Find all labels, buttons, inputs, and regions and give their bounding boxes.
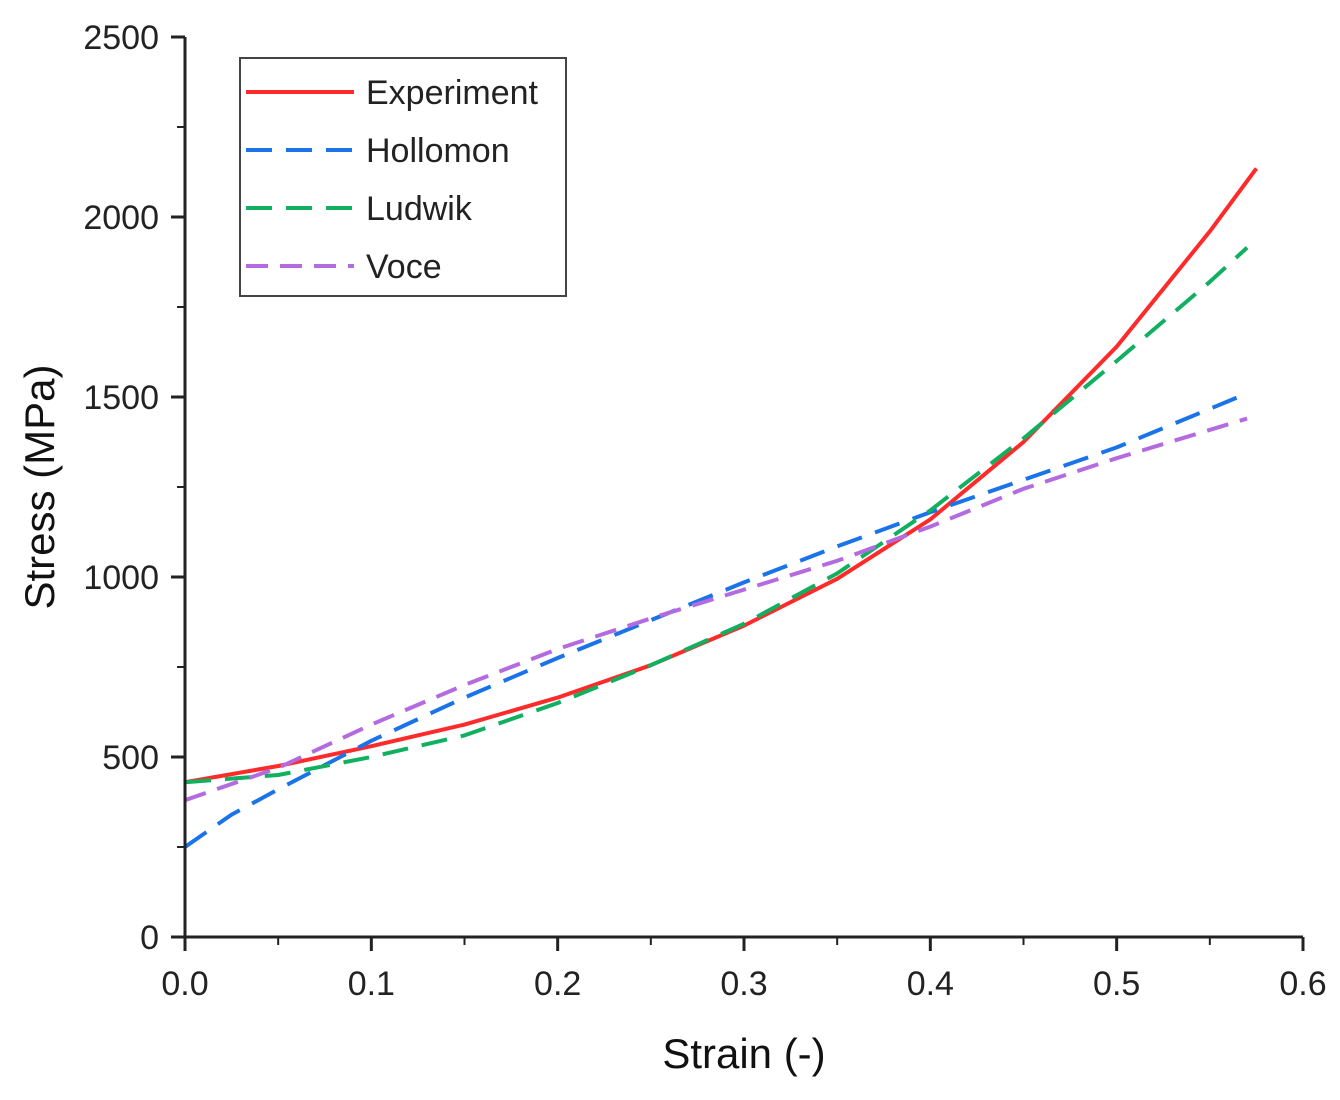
x-tick-label: 0.6 bbox=[1279, 965, 1326, 1003]
legend-label-experiment: Experiment bbox=[366, 74, 539, 112]
legend-label-hollomon: Hollomon bbox=[366, 132, 510, 170]
series-line-voce bbox=[184, 416, 1248, 803]
legend: Experiment Hollomon Ludwik Voce bbox=[239, 57, 567, 297]
series-layer bbox=[183, 167, 1259, 849]
y-axis: 0 500 1000 1500 2000 2500 bbox=[83, 19, 185, 957]
x-tick-label: 0.2 bbox=[534, 965, 581, 1003]
x-tick-label: 0.4 bbox=[907, 965, 954, 1003]
legend-label-ludwik: Ludwik bbox=[366, 190, 473, 228]
x-axis: 0.0 0.1 0.2 0.3 0.4 0.5 0.6 bbox=[161, 937, 1327, 1003]
series-line-ludwik bbox=[184, 246, 1249, 785]
y-tick-label: 500 bbox=[102, 739, 159, 777]
y-tick-label: 1500 bbox=[83, 379, 159, 417]
x-tick-label: 0.5 bbox=[1093, 965, 1140, 1003]
x-tick-label: 0.0 bbox=[161, 965, 208, 1003]
legend-box bbox=[239, 57, 567, 297]
legend-label-voce: Voce bbox=[366, 248, 442, 286]
y-tick-label: 2000 bbox=[83, 199, 159, 237]
y-tick-label: 0 bbox=[140, 919, 159, 957]
x-tick-label: 0.1 bbox=[348, 965, 395, 1003]
y-axis-title: Stress (MPa) bbox=[16, 364, 63, 609]
x-tick-label: 0.3 bbox=[720, 965, 767, 1003]
legend-items: Experiment Hollomon Ludwik Voce bbox=[246, 74, 539, 286]
plot-frame bbox=[183, 37, 1303, 939]
y-tick-label: 1000 bbox=[83, 559, 159, 597]
y-tick-label: 2500 bbox=[83, 19, 159, 57]
x-axis-title: Strain (-) bbox=[662, 1030, 825, 1077]
plot-area: 0.0 0.1 0.2 0.3 0.4 0.5 0.6 0 500 1000 1500 2000 25… bbox=[83, 19, 1326, 1003]
series-line-hollomon bbox=[183, 391, 1248, 849]
